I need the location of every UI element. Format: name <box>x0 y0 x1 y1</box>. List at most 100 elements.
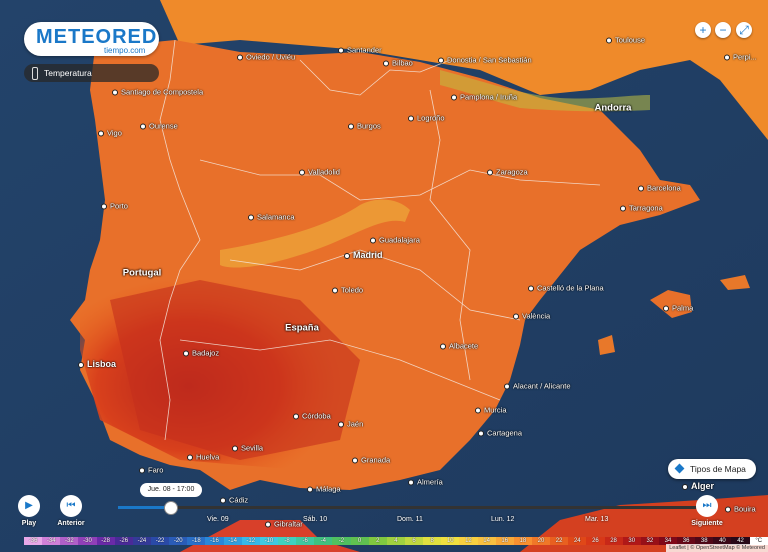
legend-swatch: -10 <box>259 537 278 545</box>
day-label: Mar. 13 <box>585 516 609 523</box>
play-button[interactable]: ▶ <box>18 495 40 517</box>
day-label: Dom. 11 <box>397 516 423 523</box>
city-label: València <box>513 312 550 321</box>
map-type-button[interactable]: Tipos de Mapa <box>668 459 756 479</box>
thermometer-icon <box>32 67 38 80</box>
map-type-label: Tipos de Mapa <box>690 464 746 474</box>
city-label: Bilbao <box>383 59 413 68</box>
city-label: Córdoba <box>293 412 331 421</box>
city-label: Oviedo / Uviéu <box>237 53 295 62</box>
city-label: Perpi... <box>724 53 757 62</box>
city-label: Lisboa <box>78 359 116 369</box>
city-label: Jaén <box>338 420 363 429</box>
legend-swatch: -4 <box>314 537 333 545</box>
legend-swatch: -36 <box>24 537 43 545</box>
map-attribution[interactable]: Leaflet | © OpenStreetMap © Meteored <box>666 544 768 552</box>
brand-logo[interactable]: METEORED tiempo.com <box>24 22 159 56</box>
city-label: Castelló de la Plana <box>528 284 604 293</box>
city-label: Santiago de Compostela <box>112 88 203 97</box>
legend-swatch: -2 <box>332 537 351 545</box>
legend-swatch: 18 <box>513 537 532 545</box>
city-label: Huelva <box>187 453 219 462</box>
legend-swatch: -6 <box>296 537 315 545</box>
city-label: Palma <box>663 304 693 313</box>
zoom-out-button[interactable]: − <box>715 22 731 38</box>
city-label: Valladolid <box>299 168 340 177</box>
city-label: Almería <box>408 478 443 487</box>
legend-swatch: 20 <box>531 537 551 545</box>
skip-forward-icon: ⏭ <box>702 500 712 511</box>
layer-selector[interactable]: Temperatura <box>24 64 159 82</box>
next-button[interactable]: ⏭ <box>696 495 718 517</box>
zoom-in-button[interactable]: + <box>695 22 711 38</box>
legend-swatch: -28 <box>96 537 115 545</box>
country-label-portugal: Portugal <box>122 267 162 279</box>
legend-swatch: 24 <box>568 537 587 545</box>
legend-swatch: -14 <box>223 537 242 545</box>
city-label: Badajoz <box>183 349 219 358</box>
city-label: Zaragoza <box>487 168 528 177</box>
day-label: Vie. 09 <box>207 516 229 523</box>
city-label: Cádiz <box>220 496 248 505</box>
city-label: Logroño <box>408 114 445 123</box>
timeline-track[interactable] <box>118 506 696 509</box>
legend-swatch: 28 <box>604 537 623 545</box>
city-label: Faro <box>139 466 163 475</box>
city-label: Ourense <box>140 122 178 131</box>
timeline-thumb[interactable] <box>164 501 179 515</box>
city-label: Guadalajara <box>370 236 420 245</box>
legend-swatch: 4 <box>386 537 405 545</box>
brand-name: METEORED <box>36 26 158 48</box>
country-label-spain: España <box>285 322 319 334</box>
legend-swatch: 2 <box>368 537 387 545</box>
city-label: Sevilla <box>232 444 263 453</box>
fullscreen-button[interactable]: ⤢ <box>736 22 752 38</box>
next-label: Siguiente <box>691 520 723 527</box>
layer-label: Temperatura <box>44 68 92 78</box>
legend-swatch: -22 <box>150 537 170 545</box>
legend-swatch: 16 <box>495 537 514 545</box>
play-label: Play <box>21 520 37 527</box>
legend-swatch: 30 <box>622 537 641 545</box>
legend-swatch: 14 <box>477 537 496 545</box>
skip-back-icon: ⏮ <box>66 500 76 511</box>
country-label-andorra: Andorra <box>594 102 632 114</box>
legend-swatch: 40 <box>713 537 732 545</box>
legend-swatch: 42 <box>731 537 750 545</box>
previous-button[interactable]: ⏮ <box>60 495 82 517</box>
city-label: Toledo <box>332 286 363 295</box>
legend-swatch: 32 <box>640 537 659 545</box>
legend-swatch: -26 <box>114 537 133 545</box>
legend-swatch: -30 <box>78 537 97 545</box>
day-label: Lun. 12 <box>491 516 515 523</box>
city-label: Pamplona / Iruña <box>451 93 517 102</box>
city-label: Bouira <box>725 505 756 514</box>
legend-swatch: 6 <box>404 537 424 545</box>
city-label: Alger <box>682 481 714 491</box>
city-label: Barcelona <box>638 184 681 193</box>
city-label: Donostia / San Sebastián <box>438 56 532 65</box>
play-icon: ▶ <box>25 500 33 511</box>
legend-swatch: -8 <box>277 537 297 545</box>
layers-icon <box>674 463 685 474</box>
city-label: Murcia <box>475 406 507 415</box>
city-label: Granada <box>352 456 390 465</box>
timeline-progress <box>118 506 171 509</box>
previous-label: Anterior <box>57 520 85 527</box>
city-label: Salamanca <box>248 213 295 222</box>
city-label: Porto <box>101 202 128 211</box>
city-label: Toulouse <box>606 36 645 45</box>
legend-swatch: -24 <box>132 537 151 545</box>
legend-swatch: 34 <box>658 537 678 545</box>
current-time-label: Jue. 08 - 17:00 <box>140 483 202 497</box>
city-label: Madrid <box>344 250 383 260</box>
legend-unit: °C <box>749 537 768 545</box>
city-label: Alacant / Alicante <box>504 382 571 391</box>
legend-swatch: -12 <box>241 537 260 545</box>
city-label: Tarragona <box>620 204 663 213</box>
legend-swatch: 10 <box>441 537 460 545</box>
city-label: Cartagena <box>478 429 522 438</box>
legend-swatch: 22 <box>550 537 569 545</box>
legend-swatch: -16 <box>205 537 224 545</box>
